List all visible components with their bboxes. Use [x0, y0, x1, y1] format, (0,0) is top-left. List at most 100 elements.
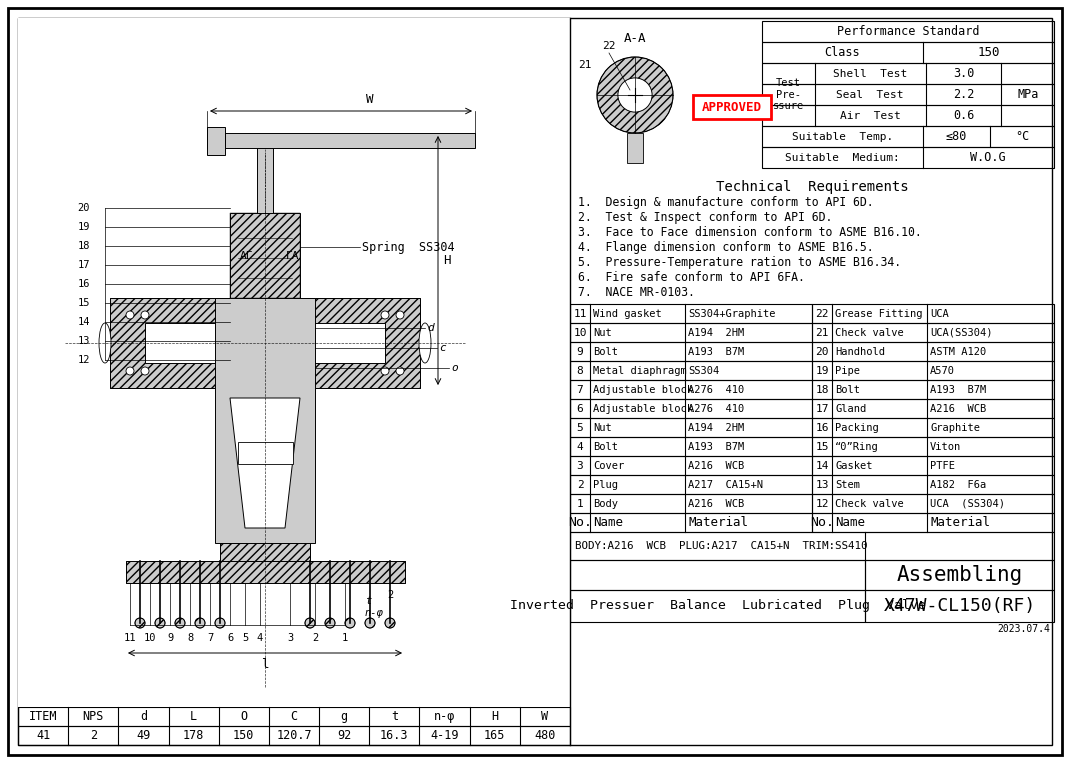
Text: Check valve: Check valve [835, 498, 904, 508]
Text: 10: 10 [143, 633, 156, 643]
Text: 21: 21 [815, 327, 829, 337]
Text: 2023.07.4: 2023.07.4 [997, 624, 1050, 634]
Text: 1: 1 [577, 498, 583, 508]
Bar [18, 707, 570, 726]
Text: Bolt: Bolt [835, 385, 860, 394]
Text: 17: 17 [815, 404, 829, 414]
Text: 49: 49 [136, 729, 151, 742]
Bar [570, 361, 812, 380]
Text: A570: A570 [930, 365, 956, 375]
Circle shape [396, 367, 404, 375]
Text: Gland: Gland [835, 404, 867, 414]
Circle shape [126, 367, 134, 375]
Text: d: d [140, 710, 147, 723]
Bar [225, 133, 475, 148]
Bar [230, 213, 300, 298]
Text: 19: 19 [77, 222, 90, 232]
Bar [570, 560, 866, 590]
Circle shape [195, 618, 205, 628]
Circle shape [365, 618, 374, 628]
Text: Air  Test: Air Test [840, 111, 901, 121]
Text: 3.0: 3.0 [952, 67, 974, 80]
Text: Class: Class [825, 46, 860, 59]
Text: Bolt: Bolt [593, 346, 618, 356]
Text: C: C [290, 710, 297, 723]
Text: A216  WCB: A216 WCB [688, 461, 745, 471]
Bar [812, 304, 1054, 323]
Text: Seal  Test: Seal Test [837, 89, 904, 99]
Text: H: H [443, 254, 450, 267]
Text: Shell  Test: Shell Test [832, 69, 907, 79]
Bar [220, 543, 310, 561]
Text: W: W [366, 93, 373, 106]
Text: MPa: MPa [1016, 88, 1038, 101]
Bar [570, 532, 1054, 560]
Text: 2.  Test & Inspect conform to API 6D.: 2. Test & Inspect conform to API 6D. [578, 211, 832, 224]
Text: o: o [450, 363, 458, 373]
Text: 11: 11 [574, 308, 586, 318]
Text: 13: 13 [815, 479, 829, 490]
Bar [812, 494, 1054, 513]
Bar [812, 323, 1054, 342]
Bar [570, 475, 812, 494]
Text: 92: 92 [337, 729, 351, 742]
Text: 2: 2 [90, 729, 97, 742]
Bar [257, 148, 273, 213]
Text: 6.  Fire safe conform to API 6FA.: 6. Fire safe conform to API 6FA. [578, 271, 805, 284]
Text: A193  B7M: A193 B7M [688, 442, 745, 452]
Text: Adjustable block: Adjustable block [593, 385, 693, 394]
Text: Gasket: Gasket [835, 461, 872, 471]
Text: 21: 21 [579, 60, 592, 70]
Text: PTFE: PTFE [930, 461, 956, 471]
Bar [693, 95, 771, 119]
Circle shape [396, 311, 404, 319]
Text: 20: 20 [815, 346, 829, 356]
Text: 15: 15 [77, 298, 90, 308]
Text: 0.6: 0.6 [952, 109, 974, 122]
Text: Spring  SS304: Spring SS304 [362, 240, 455, 253]
Circle shape [305, 618, 315, 628]
Text: Performance Standard: Performance Standard [837, 25, 979, 38]
Text: Adjustable block: Adjustable block [593, 404, 693, 414]
Text: Nut: Nut [593, 423, 612, 433]
Text: 4-19: 4-19 [430, 729, 459, 742]
Circle shape [385, 618, 395, 628]
Text: 7: 7 [207, 633, 213, 643]
Bar [866, 560, 1054, 590]
Text: 16: 16 [815, 423, 829, 433]
Circle shape [141, 311, 149, 319]
Text: A193  B7M: A193 B7M [930, 385, 987, 394]
Text: 18: 18 [815, 385, 829, 394]
Bar [215, 298, 315, 543]
Text: 4.  Flange dimension conform to ASME B16.5.: 4. Flange dimension conform to ASME B16.… [578, 241, 873, 254]
Text: 150: 150 [977, 46, 999, 59]
Text: W.O.G: W.O.G [970, 151, 1006, 164]
Text: O: O [241, 710, 247, 723]
Text: Metal diaphragm: Metal diaphragm [593, 365, 687, 375]
Text: 14: 14 [77, 317, 90, 327]
Text: AΓ: AΓ [240, 250, 254, 260]
Bar [812, 513, 1054, 532]
Text: 7: 7 [577, 385, 583, 394]
Bar [812, 475, 1054, 494]
Text: UCA(SS304): UCA(SS304) [930, 327, 993, 337]
Bar [762, 147, 1054, 168]
Text: Name: Name [835, 516, 865, 529]
Bar [570, 304, 812, 323]
Text: 1.  Design & manufacture conform to API 6D.: 1. Design & manufacture conform to API 6… [578, 196, 873, 209]
Bar [627, 133, 643, 163]
Bar [238, 442, 292, 464]
Text: Pipe: Pipe [835, 365, 860, 375]
Ellipse shape [100, 323, 111, 363]
Text: Suitable  Medium:: Suitable Medium: [785, 153, 900, 163]
Bar [146, 323, 385, 363]
Bar [812, 399, 1054, 418]
Bar [18, 726, 570, 745]
Text: L: L [190, 710, 197, 723]
Text: A276  410: A276 410 [688, 404, 745, 414]
Text: A182  F6a: A182 F6a [930, 479, 987, 490]
Bar [762, 84, 1054, 105]
Text: A217  CA15+N: A217 CA15+N [688, 479, 763, 490]
Text: n-φ: n-φ [433, 710, 455, 723]
Text: 6: 6 [227, 633, 233, 643]
